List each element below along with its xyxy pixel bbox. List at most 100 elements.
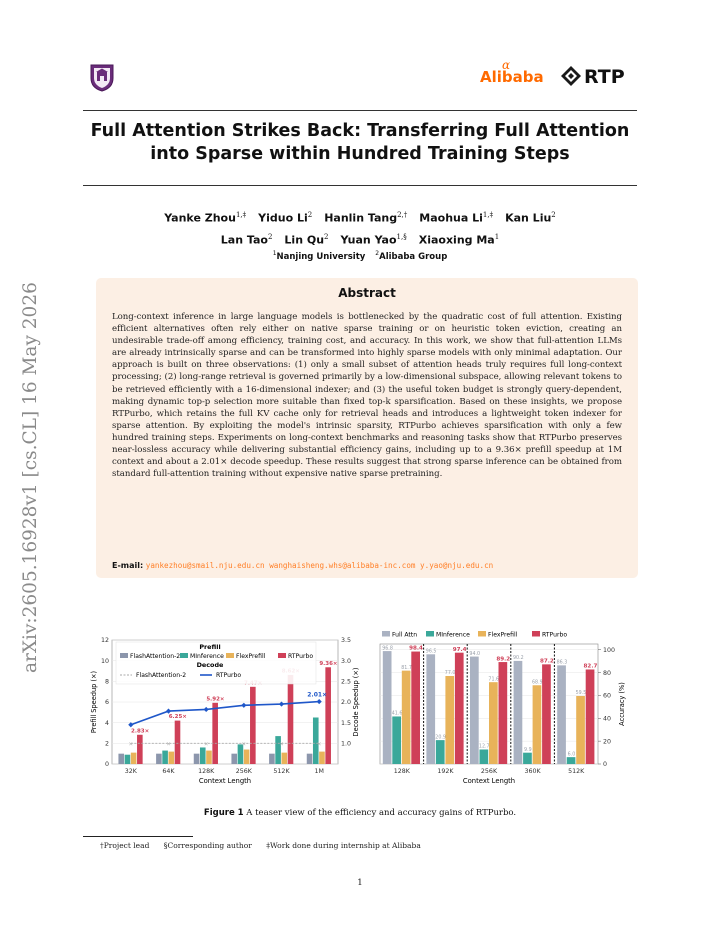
- footnote-internship: ‡Work done during internship at Alibaba: [266, 841, 421, 850]
- prefill-bar-rtpurbo: [287, 674, 294, 764]
- caption-text: A teaser view of the efficiency and accu…: [246, 808, 517, 818]
- author-affiliation-mark: 2: [267, 232, 273, 241]
- legend-label: RTPurbo: [288, 653, 313, 660]
- prefill-bar-rtpurbo: [137, 734, 143, 764]
- left-x-tick: 128K: [198, 768, 215, 775]
- accuracy-bar-rtpurbo: [454, 652, 464, 764]
- legend-label: RTPurbo: [216, 672, 241, 679]
- left-x-tick: 256K: [236, 768, 253, 775]
- paper-title: Full Attention Strikes Back: Transferrin…: [90, 121, 630, 164]
- author-affiliation-mark: 2: [307, 211, 313, 219]
- accuracy-value-label: 71.6: [488, 676, 499, 682]
- left-y2-tick: 1.5: [341, 720, 351, 727]
- right-x-tick: 360K: [525, 768, 542, 775]
- accuracy-bar-rtpurbo: [411, 651, 420, 764]
- accuracy-bar-minference: [392, 716, 401, 764]
- prefill-bar-rtpurbo: [250, 686, 256, 764]
- left-y2-tick: 3.0: [341, 658, 351, 665]
- alibaba-mark-icon: ɑ: [502, 58, 511, 72]
- legend-label: MInference: [190, 653, 224, 660]
- legend-swatch-flashattention-2: [120, 653, 128, 658]
- abstract-panel: Abstract Long-context inference in large…: [96, 278, 638, 578]
- prefill-bar-flexprefill: [319, 751, 325, 764]
- accuracy-value-label: 87.2: [540, 659, 554, 665]
- left-y2-axis-label: Decode Speedup (×): [352, 668, 360, 737]
- left-y-tick: 8: [105, 679, 109, 686]
- accuracy-value-label: 68.9: [532, 679, 543, 685]
- legend-swatch-minference: [180, 653, 188, 658]
- prefill-speedup-label: 5.92×: [206, 696, 224, 702]
- legend-label: FlashAttention-2: [130, 653, 180, 660]
- left-y-axis-label: Prefill Speedup (×): [90, 671, 98, 733]
- page-number: 1: [357, 878, 363, 888]
- accuracy-value-label: 41.6: [392, 711, 403, 717]
- legend-swatch-flexprefill: [226, 653, 234, 658]
- accuracy-bar-full-attn: [426, 654, 436, 764]
- right-y-tick: 20: [603, 738, 611, 745]
- legend-label: RTPurbo: [542, 631, 567, 638]
- author-name: Xiaoxing Ma1: [418, 232, 500, 247]
- accuracy-bar-minference: [566, 757, 576, 764]
- accuracy-value-label: 9.9: [524, 747, 532, 753]
- right-x-tick: 128K: [394, 768, 411, 775]
- decode-marker-rtpurbo: [165, 708, 172, 714]
- prefill-speedup-label: 6.25×: [169, 714, 187, 720]
- email-label: E-mail:: [112, 561, 144, 570]
- prefill-bar-minference: [124, 754, 131, 764]
- right-x-tick: 512K: [568, 768, 585, 775]
- right-y-tick: 80: [603, 670, 611, 677]
- left-x-tick: 1M: [314, 768, 323, 775]
- accuracy-value-label: 12.7: [479, 744, 490, 750]
- left-y-tick: 6: [105, 699, 109, 706]
- author-affiliation-mark: 2: [324, 232, 329, 241]
- left-legend-box: [115, 641, 317, 685]
- author-name: Yiduo Li2: [258, 211, 313, 225]
- decode-marker-flash: ×: [129, 741, 134, 747]
- left-y2-tick: 3.5: [341, 637, 351, 644]
- left-y-tick: 0: [105, 761, 109, 768]
- accuracy-value-label: 6.0: [568, 751, 576, 757]
- affiliations: 1Nanjing University 2Alibaba Group: [90, 250, 630, 262]
- prefill-bar-minference: [237, 744, 244, 764]
- prefill-bar-flashattention-2: [118, 753, 125, 764]
- footnote-corresponding: §Corresponding author: [163, 841, 252, 850]
- abstract-heading: Abstract: [338, 286, 396, 300]
- alibaba-logo: Alibaba: [480, 68, 544, 86]
- decode-marker-flash: ×: [204, 741, 209, 747]
- accuracy-bar-full-attn: [382, 651, 392, 764]
- prefill-bar-flashattention-2: [231, 753, 238, 764]
- accuracy-bar-full-attn: [557, 665, 566, 764]
- left-y2-tick: 1.0: [341, 741, 351, 748]
- author-affiliation-mark: 2,†: [397, 211, 408, 219]
- left-y-tick: 12: [101, 637, 109, 644]
- legend-label: FlexPrefill: [236, 653, 266, 660]
- accuracy-bar-flexprefill: [445, 676, 455, 764]
- accuracy-bar-full-attn: [513, 660, 523, 764]
- email-addresses[interactable]: yankezhou@smail.nju.edu.cn wanghaisheng.…: [145, 561, 494, 570]
- accuracy-value-label: 77.0: [445, 670, 456, 676]
- prefill-speedup-label: 9.36×: [319, 661, 337, 667]
- author-name: Yuan Yao1,§: [340, 232, 407, 247]
- accuracy-bar-full-attn: [470, 656, 479, 764]
- prefill-bar-minference: [275, 736, 281, 764]
- affiliation: 1Nanjing University: [272, 250, 366, 262]
- legend-label: Full Attn: [392, 631, 417, 638]
- left-y-tick: 10: [101, 658, 109, 665]
- decode-marker-flash: ×: [279, 741, 284, 747]
- accuracy-value-label: 94.0: [469, 651, 480, 657]
- top-rule: [83, 110, 637, 111]
- author-name: Hanlin Tang2,†: [324, 211, 408, 225]
- left-y2-tick: 2.0: [341, 699, 351, 706]
- accuracy-value-label: 81.7: [401, 665, 412, 671]
- prefill-bar-flexprefill: [281, 752, 288, 764]
- author-list: Yanke Zhou1,‡ Yiduo Li2 Hanlin Tang2,† Maoh…: [90, 206, 630, 249]
- accuracy-bar-flexprefill: [576, 696, 585, 764]
- author-affiliation-mark: 1,§: [396, 232, 407, 241]
- accuracy-bar-minference: [435, 740, 445, 764]
- footnotes: †Project lead §Corresponding author ‡Wor…: [100, 841, 433, 850]
- author-affiliation-mark: 1,‡: [235, 211, 247, 219]
- affiliation: 2Alibaba Group: [375, 250, 448, 262]
- left-x-tick: 32K: [125, 768, 138, 775]
- accuracy-value-label: 98.4: [409, 646, 423, 652]
- accuracy-bar-minference: [479, 749, 489, 764]
